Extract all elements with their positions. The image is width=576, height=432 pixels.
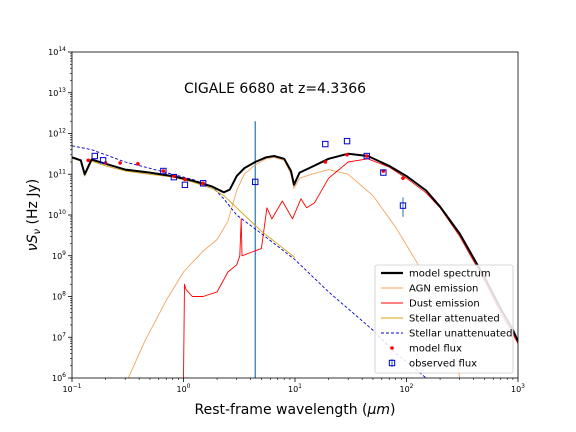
- model-flux-point: [401, 176, 405, 180]
- y-tick-label: 108: [52, 291, 66, 302]
- y-axis-label: νSν (Hz Jy): [25, 179, 43, 251]
- series-line-model-spectrum: [72, 152, 518, 342]
- observed-flux-point: [199, 180, 207, 187]
- y-tick-label: 107: [52, 331, 66, 342]
- model-flux-point: [201, 181, 205, 186]
- x-tick-label: 102: [399, 383, 413, 394]
- observed-flux-point: [181, 181, 189, 189]
- ticks-layer: 10−1 100 101 102 103 106 107 108 109 1010 1011 1012…: [48, 46, 525, 394]
- observed-flux-point: [170, 173, 178, 181]
- legend-swatch-model-flux: [390, 346, 394, 350]
- observed-flux-point: [322, 140, 329, 148]
- observed-flux-point: [363, 152, 370, 160]
- model-flux-point: [86, 158, 91, 163]
- y-tick-label: 109: [52, 250, 66, 261]
- y-tick-label: 106: [52, 372, 66, 383]
- model-flux-point: [172, 174, 176, 178]
- legend-label-stellar-attenuated: Stellar attenuated: [409, 314, 500, 325]
- legend-label-stellar-unattenuated: Stellar unattenuated: [409, 329, 512, 340]
- model-flux-point: [161, 169, 166, 173]
- observed-flux-point: [343, 137, 351, 145]
- y-tick-label: 1013: [48, 87, 66, 98]
- legend: model spectrum AGN emission Dust emission S…: [374, 264, 514, 374]
- legend-box: [374, 264, 514, 374]
- x-tick-label: 10−1: [62, 383, 81, 394]
- model-flux-point: [118, 161, 122, 165]
- legend-swatch-observed-flux: [388, 359, 396, 367]
- observed-flux-point: [99, 157, 107, 164]
- model-flux-point: [183, 177, 187, 182]
- y-tick-label: 1010: [48, 209, 66, 220]
- observed-flux-point: [380, 169, 387, 176]
- y-tick-label: 1012: [48, 128, 66, 139]
- legend-label-model-flux: model flux: [409, 344, 462, 355]
- legend-items: model spectrum AGN emission Dust emission S…: [381, 269, 512, 370]
- x-tick-label: 100: [176, 383, 190, 394]
- y-tick-label: 1014: [48, 46, 66, 57]
- markers-layer: [86, 137, 407, 217]
- legend-label-observed-flux: observed flux: [409, 359, 477, 370]
- x-axis-label: Rest-frame wavelength (μm): [195, 402, 396, 418]
- legend-label-model-spectrum: model spectrum: [409, 269, 491, 280]
- x-tick-label: 101: [288, 383, 302, 394]
- model-flux-point: [364, 154, 369, 158]
- chart-title: CIGALE 6680 at z=4.3366: [184, 81, 366, 97]
- legend-label-agn-emission: AGN emission: [409, 284, 478, 295]
- observed-flux-point: [399, 202, 407, 209]
- model-flux-point: [345, 153, 349, 157]
- model-flux-point: [136, 162, 140, 166]
- model-flux-point: [323, 160, 328, 164]
- observed-flux-point: [160, 167, 167, 175]
- observed-flux-point: [252, 178, 259, 186]
- x-tick-label: 103: [511, 383, 525, 394]
- y-tick-label: 1011: [48, 168, 66, 179]
- observed-flux-point: [91, 152, 98, 160]
- legend-label-dust-emission: Dust emission: [409, 299, 480, 310]
